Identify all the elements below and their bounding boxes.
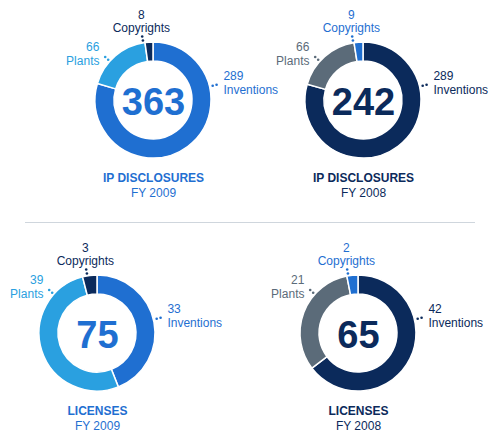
svg-text:Inventions: Inventions bbox=[428, 316, 483, 330]
svg-text:Copyrights: Copyrights bbox=[318, 254, 375, 268]
svg-text:Plants: Plants bbox=[276, 54, 309, 68]
svg-text:66: 66 bbox=[296, 40, 310, 54]
svg-text:Plants: Plants bbox=[10, 287, 43, 301]
svg-text:289: 289 bbox=[433, 69, 453, 83]
svg-text:FY 2009: FY 2009 bbox=[75, 419, 120, 433]
svg-text:65: 65 bbox=[337, 314, 379, 356]
svg-text:39: 39 bbox=[30, 273, 44, 287]
svg-text:Inventions: Inventions bbox=[223, 83, 278, 97]
svg-text:Copyrights: Copyrights bbox=[113, 21, 170, 35]
svg-text:Copyrights: Copyrights bbox=[323, 21, 380, 35]
svg-text:66: 66 bbox=[86, 40, 100, 54]
svg-text:Copyrights: Copyrights bbox=[57, 254, 114, 268]
svg-text:9: 9 bbox=[348, 8, 355, 22]
svg-text:3: 3 bbox=[82, 241, 89, 255]
svg-text:21: 21 bbox=[291, 273, 305, 287]
svg-text:8: 8 bbox=[138, 8, 145, 22]
svg-text:42: 42 bbox=[428, 302, 442, 316]
svg-text:363: 363 bbox=[122, 81, 185, 123]
svg-text:LICENSES: LICENSES bbox=[67, 404, 127, 418]
svg-text:IP DISCLOSURES: IP DISCLOSURES bbox=[103, 171, 204, 185]
svg-text:FY 2009: FY 2009 bbox=[131, 186, 176, 200]
svg-text:289: 289 bbox=[223, 69, 243, 83]
svg-text:Inventions: Inventions bbox=[433, 83, 488, 97]
svg-text:IP DISCLOSURES: IP DISCLOSURES bbox=[313, 171, 414, 185]
svg-text:FY 2008: FY 2008 bbox=[336, 419, 381, 433]
svg-text:242: 242 bbox=[332, 81, 395, 123]
svg-text:Plants: Plants bbox=[271, 287, 304, 301]
svg-text:Plants: Plants bbox=[66, 54, 99, 68]
svg-text:Inventions: Inventions bbox=[167, 316, 222, 330]
svg-text:75: 75 bbox=[76, 314, 118, 356]
svg-text:LICENSES: LICENSES bbox=[328, 404, 388, 418]
svg-text:2: 2 bbox=[343, 241, 350, 255]
svg-text:FY 2008: FY 2008 bbox=[341, 186, 386, 200]
svg-text:33: 33 bbox=[167, 302, 181, 316]
